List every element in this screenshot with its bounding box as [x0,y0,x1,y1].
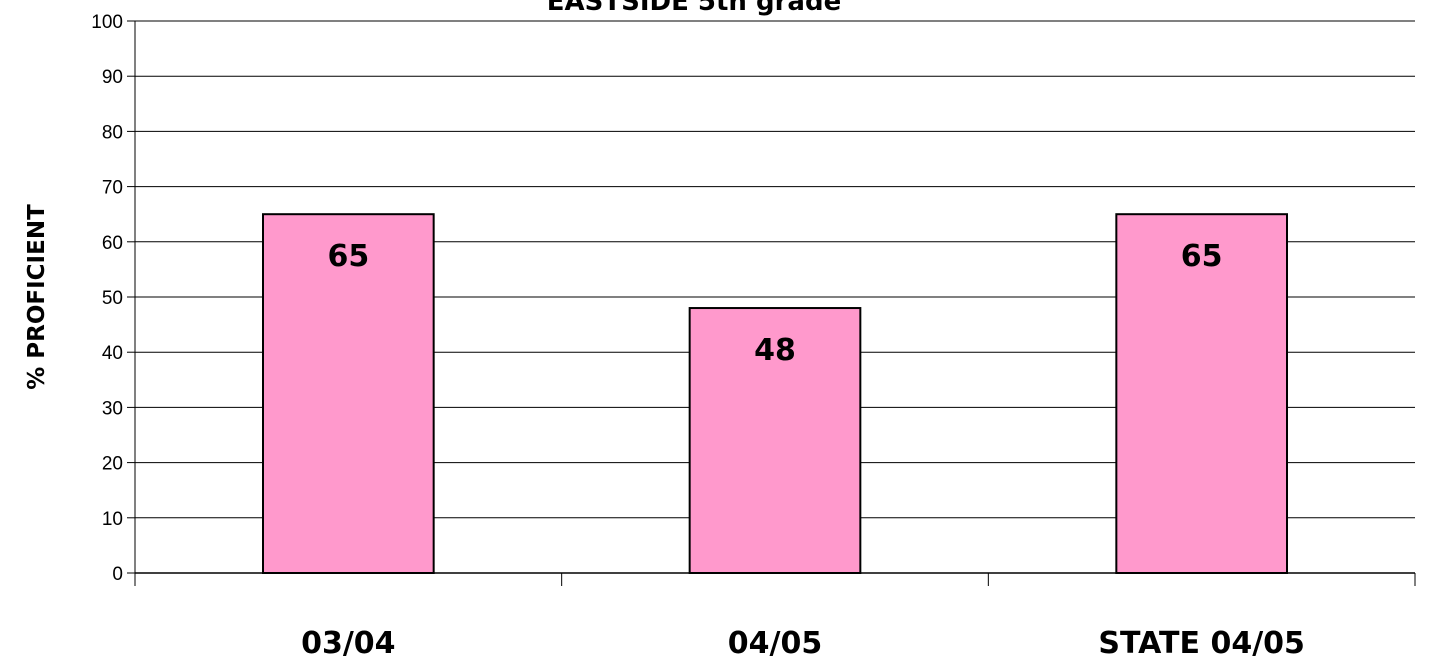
data-label: 65 [1181,239,1223,274]
chart-title: EASTSIDE 5th grade [547,0,841,17]
bars: 65 48 65 [262,213,1289,574]
x-tick-label: STATE 04/05 [1098,626,1304,661]
y-axis-label: % PROFICIENT [24,204,50,390]
y-tick-label: 80 [102,122,123,143]
y-tick-label: 60 [102,233,123,254]
x-axis: 03/04 04/05 STATE 04/05 [134,572,1416,661]
y-tick-label: 90 [102,67,123,88]
y-tick-label: 70 [102,178,123,199]
y-tick-label: 20 [102,454,123,475]
x-tick-label: 03/04 [301,626,395,661]
y-tick-label: 10 [102,509,123,530]
data-label: 48 [754,333,796,368]
bar [1115,213,1289,574]
x-tick-label: 04/05 [728,626,822,661]
y-tick-label: 30 [102,398,123,419]
y-tick-label: 50 [102,288,123,309]
data-label: 65 [327,239,369,274]
y-tick-label: 40 [102,343,123,364]
y-axis: 0 10 20 30 40 50 60 70 80 90 100 [91,12,136,585]
y-tick-label: 0 [112,564,123,585]
y-tick-label: 100 [91,12,123,33]
